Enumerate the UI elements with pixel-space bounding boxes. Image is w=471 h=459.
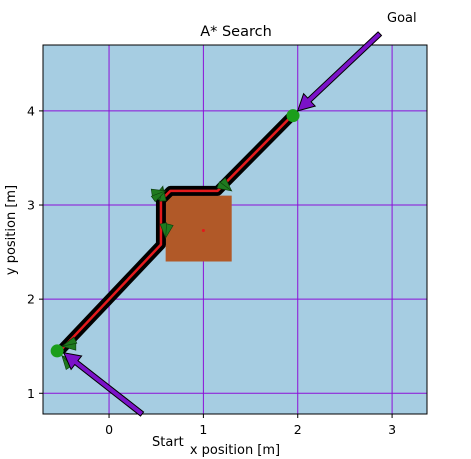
heading-marker (159, 222, 174, 240)
pointer-arrow (296, 31, 383, 112)
start-node (50, 344, 64, 358)
start-label: Start (152, 435, 184, 450)
goal-label: Goal (387, 11, 417, 26)
plot-frame (42, 44, 428, 415)
x-tick-label: 1 (199, 422, 207, 437)
y-axis-ticks: 1 2 3 4 (27, 103, 43, 401)
planned-path (60, 113, 295, 351)
obstacle-center-point (201, 228, 205, 232)
y-tick-label: 1 (27, 386, 35, 401)
goal-node (286, 109, 300, 123)
heading-wedge (216, 181, 232, 192)
plot-background (43, 45, 427, 414)
x-axis-ticks: 0 1 2 3 (105, 414, 396, 437)
pointer-arrow (62, 352, 145, 417)
y-axis-label: y position [m] (4, 185, 19, 275)
heading-marker (60, 336, 78, 351)
arrow-layer (62, 31, 383, 417)
y-tick-label: 4 (27, 103, 35, 118)
heading-wedge (159, 222, 167, 239)
x-tick-label: 2 (294, 422, 302, 437)
x-tick-label: 3 (388, 422, 396, 437)
heading-wedge (61, 336, 78, 347)
x-tick-label: 0 (105, 422, 113, 437)
heading-wedge (150, 190, 166, 203)
path-layer (56, 109, 299, 355)
y-tick-label: 2 (27, 292, 35, 307)
y-tick-label: 3 (27, 198, 35, 213)
x-axis-label: x position [m] (190, 443, 280, 458)
heading-marker (150, 188, 167, 203)
obstacle (165, 195, 232, 262)
chart-title: A* Search (200, 24, 272, 40)
obstacle-layer (165, 195, 232, 262)
plot-area (42, 44, 428, 415)
heading-marker (216, 177, 233, 192)
